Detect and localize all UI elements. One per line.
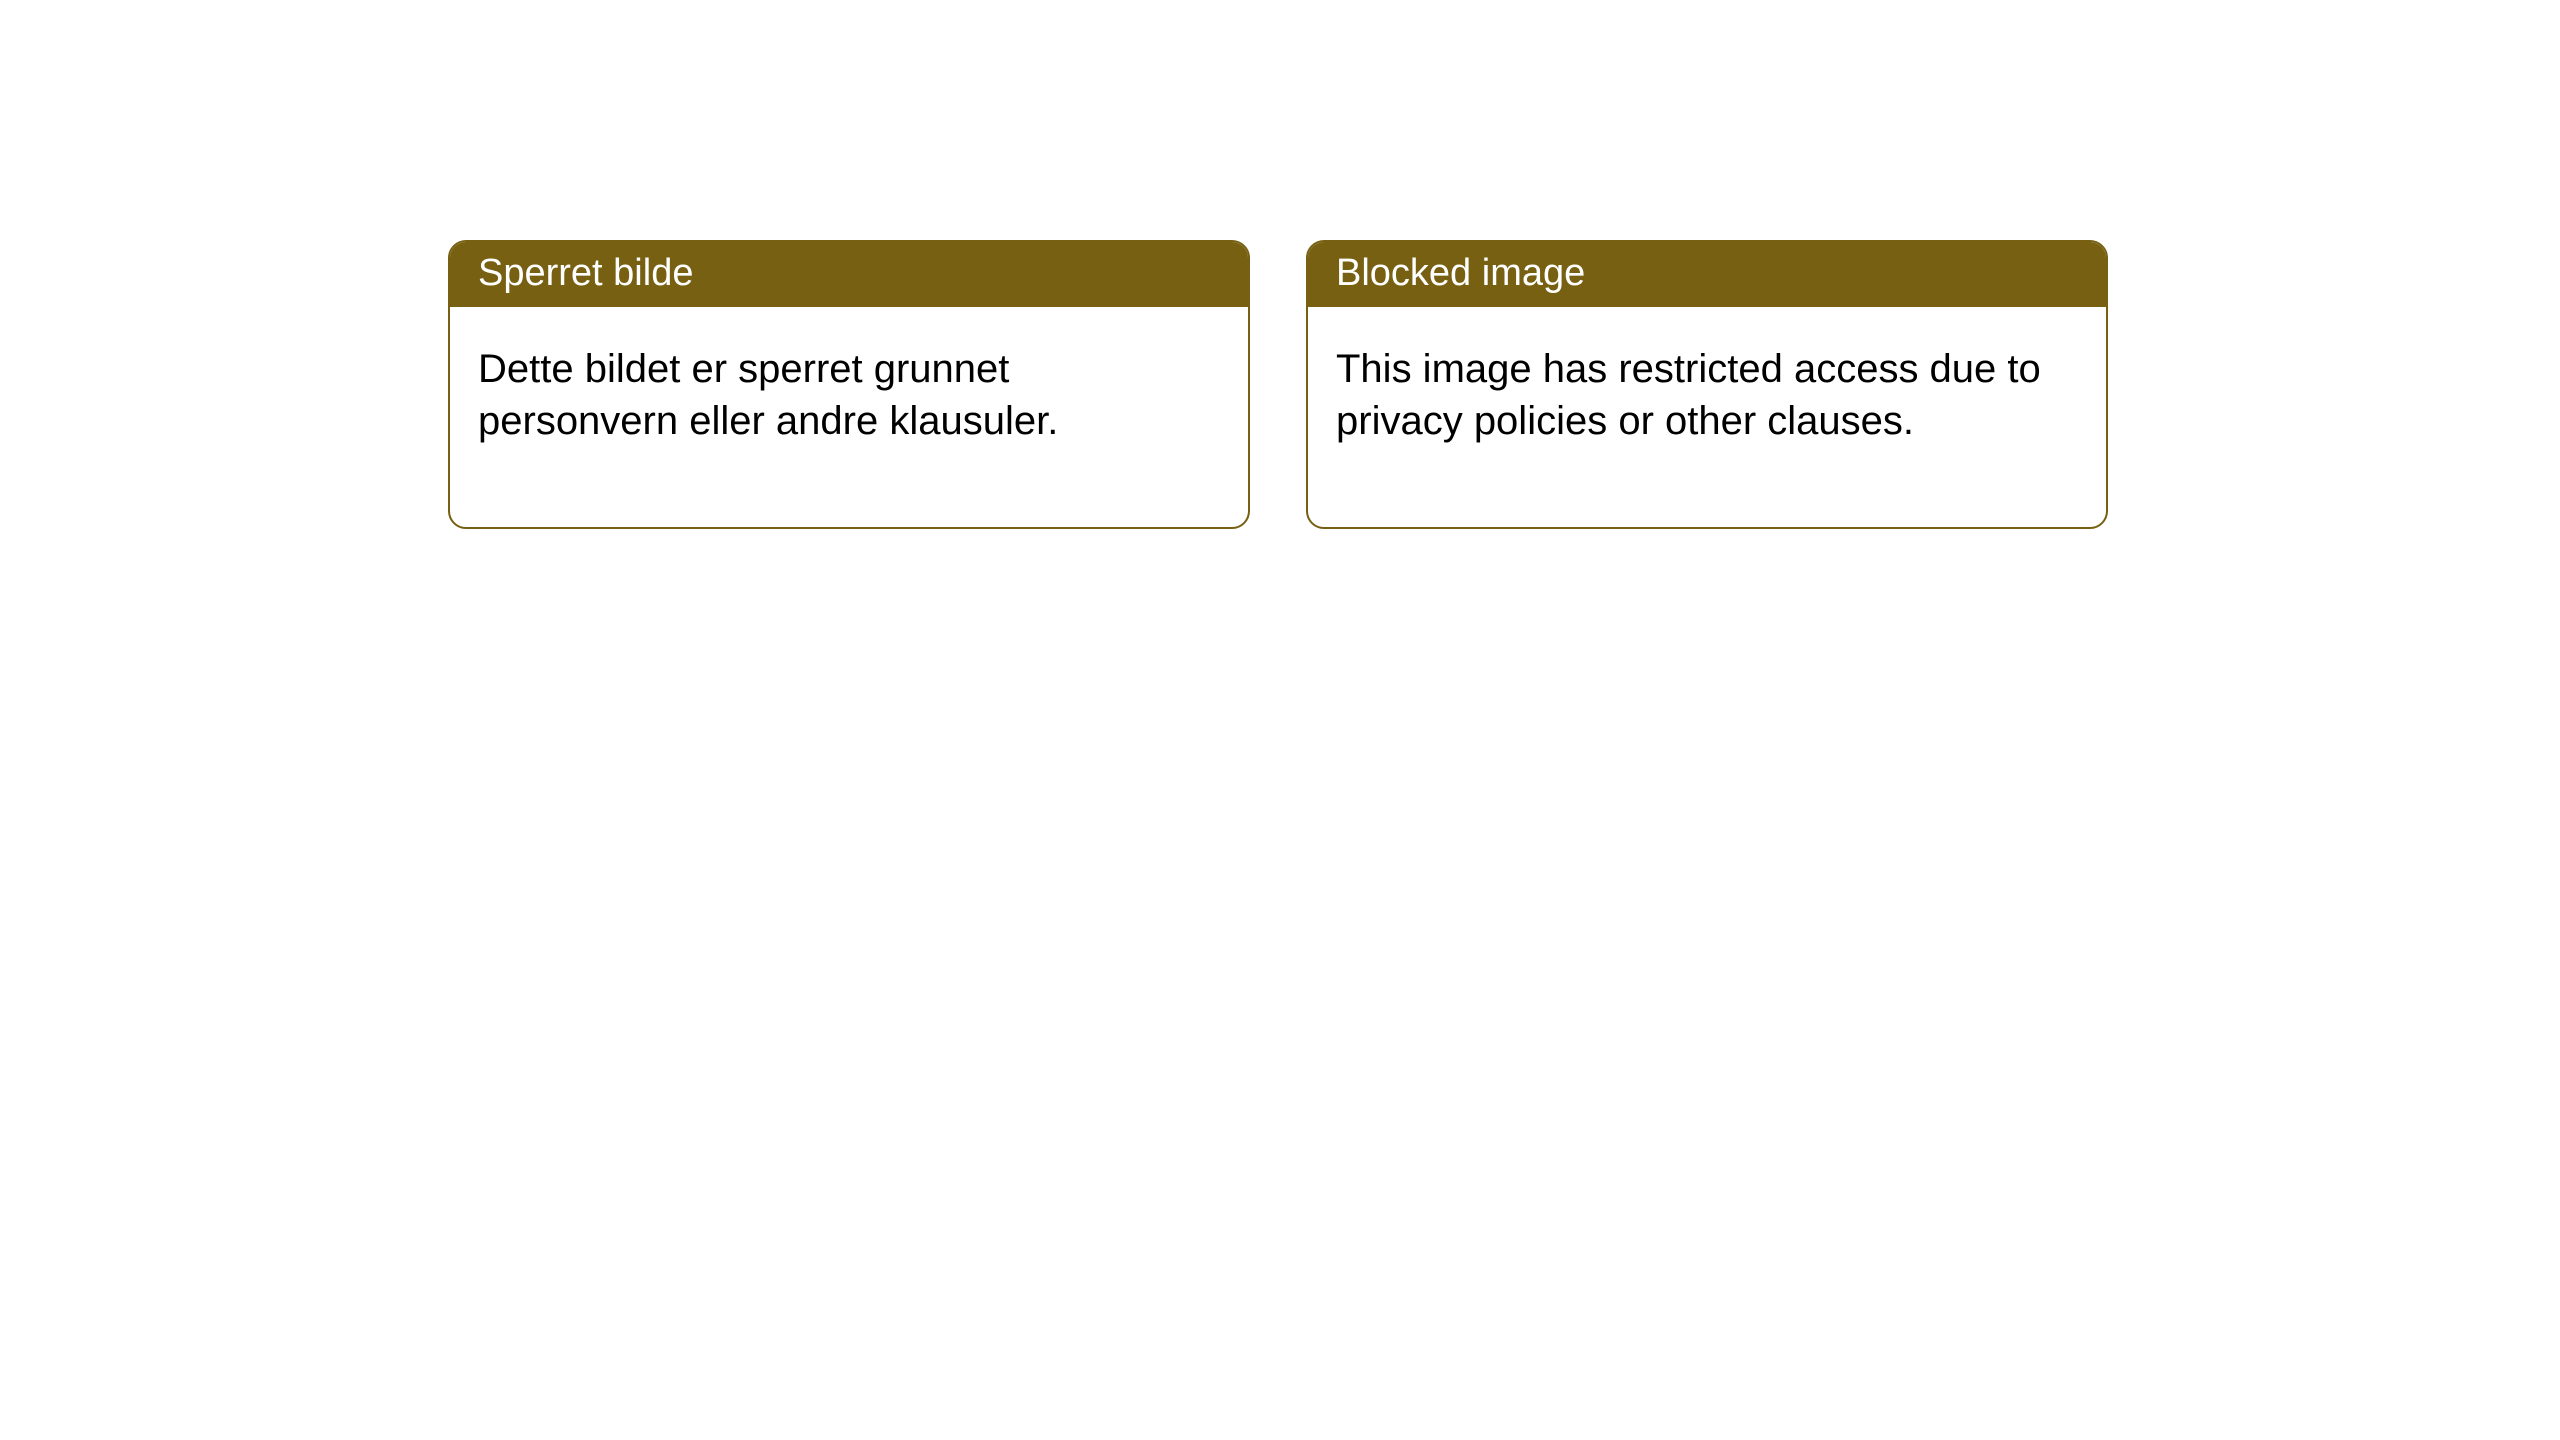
notice-header: Blocked image xyxy=(1308,242,2106,307)
notice-card-english: Blocked image This image has restricted … xyxy=(1306,240,2108,529)
notice-body: Dette bildet er sperret grunnet personve… xyxy=(450,307,1248,527)
notice-card-norwegian: Sperret bilde Dette bildet er sperret gr… xyxy=(448,240,1250,529)
notice-container: Sperret bilde Dette bildet er sperret gr… xyxy=(0,0,2560,529)
notice-body: This image has restricted access due to … xyxy=(1308,307,2106,527)
notice-header: Sperret bilde xyxy=(450,242,1248,307)
